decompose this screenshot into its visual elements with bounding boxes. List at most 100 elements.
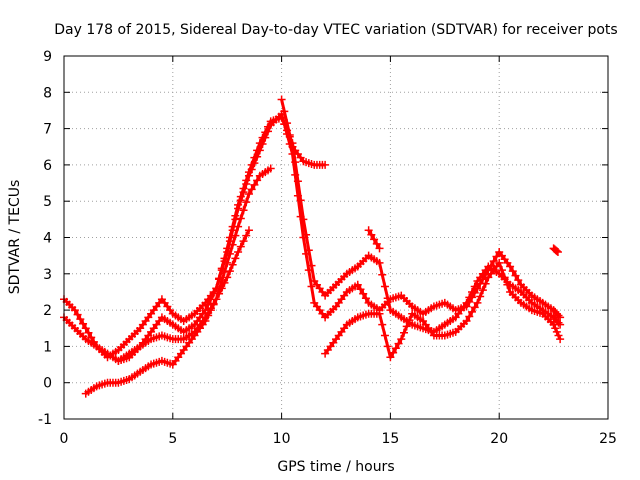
data-point-marker	[462, 316, 471, 325]
data-point-marker	[242, 176, 251, 185]
y-tick-label: 4	[43, 231, 52, 247]
data-point-marker	[359, 289, 368, 298]
data-point-marker	[236, 242, 245, 251]
data-point-marker	[375, 244, 384, 253]
data-point-marker	[231, 231, 240, 240]
data-point-marker	[495, 258, 504, 267]
data-point-marker	[239, 237, 248, 246]
data-point-marker	[307, 261, 316, 270]
data-point-marker	[261, 128, 270, 137]
y-tick-label: 6	[43, 158, 52, 174]
data-point-marker	[244, 226, 253, 235]
data-point-marker	[266, 164, 275, 173]
data-point-marker	[549, 320, 558, 329]
data-point-marker	[236, 214, 245, 223]
data-point-marker	[307, 282, 316, 291]
data-point-marker	[372, 239, 381, 248]
data-point-marker	[277, 95, 286, 104]
data-point-marker	[470, 303, 479, 312]
y-tick-label: 8	[43, 85, 52, 101]
data-point-marker	[223, 244, 232, 253]
data-point-marker	[239, 184, 248, 193]
data-point-marker	[212, 295, 221, 304]
data-point-marker	[375, 309, 384, 318]
data-point-marker	[400, 328, 408, 337]
y-tick-label: 7	[43, 122, 52, 138]
data-point-marker	[554, 331, 563, 340]
x-tick-label: 0	[60, 431, 69, 447]
data-point-marker	[242, 231, 251, 240]
data-point-marker	[367, 230, 376, 239]
data-point-marker	[293, 177, 302, 186]
data-point-marker	[234, 200, 243, 209]
data-point-marker	[465, 293, 474, 302]
data-point-marker	[247, 160, 256, 169]
data-series	[60, 95, 565, 398]
data-point-marker	[250, 180, 259, 189]
data-point-marker	[280, 107, 289, 116]
data-point-marker	[394, 339, 403, 348]
data-point-marker	[364, 226, 373, 235]
data-point-marker	[551, 324, 560, 333]
data-point-marker	[253, 176, 262, 185]
data-point-marker	[79, 319, 88, 328]
data-point-marker	[476, 292, 485, 301]
data-point-marker	[231, 254, 240, 263]
y-tick-label: 1	[43, 339, 52, 355]
y-tick-label: 5	[43, 194, 52, 210]
data-point-marker	[225, 233, 234, 242]
x-tick-label: 5	[168, 431, 177, 447]
data-point-marker	[228, 240, 237, 249]
data-point-marker	[380, 282, 389, 291]
data-point-marker	[383, 294, 392, 303]
data-point-marker	[389, 348, 398, 357]
data-point-marker	[206, 304, 215, 313]
x-tick-label: 20	[490, 431, 508, 447]
data-point-marker	[361, 294, 370, 303]
data-point-marker	[508, 267, 517, 276]
data-point-marker	[553, 248, 562, 257]
data-point-marker	[556, 335, 565, 344]
data-point-marker	[473, 298, 482, 307]
data-point-marker	[253, 146, 262, 155]
data-point-marker	[244, 168, 253, 177]
y-axis-label: SDTVAR / TECUs	[7, 180, 23, 295]
data-point-marker	[296, 196, 305, 205]
data-point-marker	[231, 211, 240, 220]
data-point-marker	[481, 279, 490, 288]
data-point-marker	[302, 230, 311, 239]
x-tick-label: 10	[273, 431, 291, 447]
data-point-marker	[84, 328, 93, 337]
data-point-marker	[217, 284, 226, 293]
data-point-marker	[258, 133, 267, 142]
data-point-marker	[228, 260, 237, 269]
data-point-marker	[353, 280, 362, 289]
data-point-marker	[223, 258, 232, 267]
data-point-marker	[503, 280, 512, 289]
x-tick-label: 15	[381, 431, 399, 447]
y-tick-label: 3	[43, 267, 52, 283]
data-point-marker	[321, 160, 330, 169]
series-track-8	[549, 244, 562, 257]
series-track-6	[277, 95, 330, 169]
series-track-1	[60, 110, 565, 362]
data-point-marker	[70, 306, 79, 315]
data-point-marker	[375, 258, 384, 267]
series-track-4	[114, 226, 253, 365]
data-point-marker	[514, 276, 523, 285]
data-point-marker	[489, 257, 498, 266]
data-point-marker	[215, 289, 224, 298]
data-point-marker	[201, 313, 210, 322]
chart-title: Day 178 of 2015, Sidereal Day-to-day VTE…	[54, 22, 617, 38]
data-point-marker	[511, 271, 520, 280]
data-point-marker	[81, 324, 90, 333]
data-point-marker	[204, 308, 213, 317]
data-point-marker	[264, 122, 272, 131]
data-point-marker	[552, 247, 561, 256]
data-point-marker	[223, 273, 232, 282]
data-point-marker	[356, 285, 365, 294]
data-point-marker	[386, 353, 395, 362]
y-tick-label: 9	[43, 49, 52, 65]
x-tick-label: 25	[599, 431, 617, 447]
